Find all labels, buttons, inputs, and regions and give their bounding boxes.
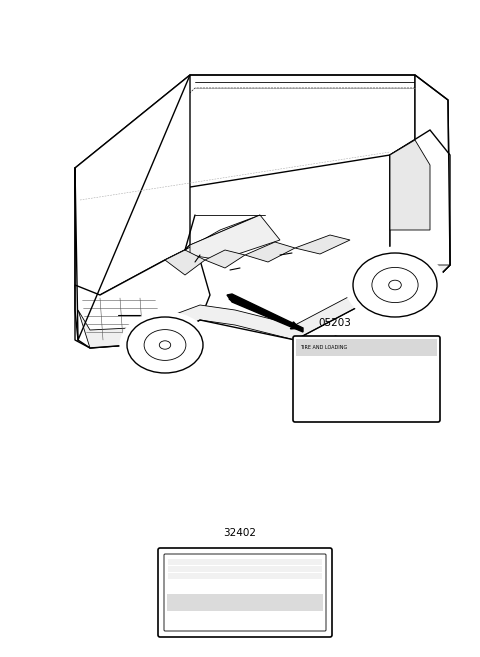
Polygon shape: [167, 594, 323, 628]
Ellipse shape: [159, 341, 171, 350]
Bar: [168, 559, 322, 565]
Bar: [168, 573, 322, 579]
Polygon shape: [185, 215, 260, 250]
Polygon shape: [190, 215, 280, 260]
Ellipse shape: [389, 280, 401, 290]
Ellipse shape: [345, 246, 445, 323]
Polygon shape: [390, 140, 430, 230]
Polygon shape: [75, 245, 210, 348]
Bar: [168, 566, 322, 572]
Polygon shape: [75, 75, 415, 205]
Bar: [167, 594, 323, 611]
Text: 05203: 05203: [319, 318, 351, 328]
Polygon shape: [245, 242, 295, 262]
Polygon shape: [390, 130, 450, 290]
Text: TIRE AND LOADING: TIRE AND LOADING: [300, 344, 347, 350]
Polygon shape: [75, 75, 190, 310]
Polygon shape: [165, 250, 205, 275]
Polygon shape: [390, 75, 450, 290]
FancyBboxPatch shape: [293, 336, 440, 422]
Polygon shape: [205, 250, 245, 268]
Polygon shape: [78, 265, 450, 348]
Polygon shape: [295, 235, 350, 254]
FancyBboxPatch shape: [158, 548, 332, 637]
Polygon shape: [227, 294, 303, 332]
Bar: [296, 339, 437, 356]
Text: 32402: 32402: [224, 528, 256, 538]
Ellipse shape: [120, 311, 211, 378]
